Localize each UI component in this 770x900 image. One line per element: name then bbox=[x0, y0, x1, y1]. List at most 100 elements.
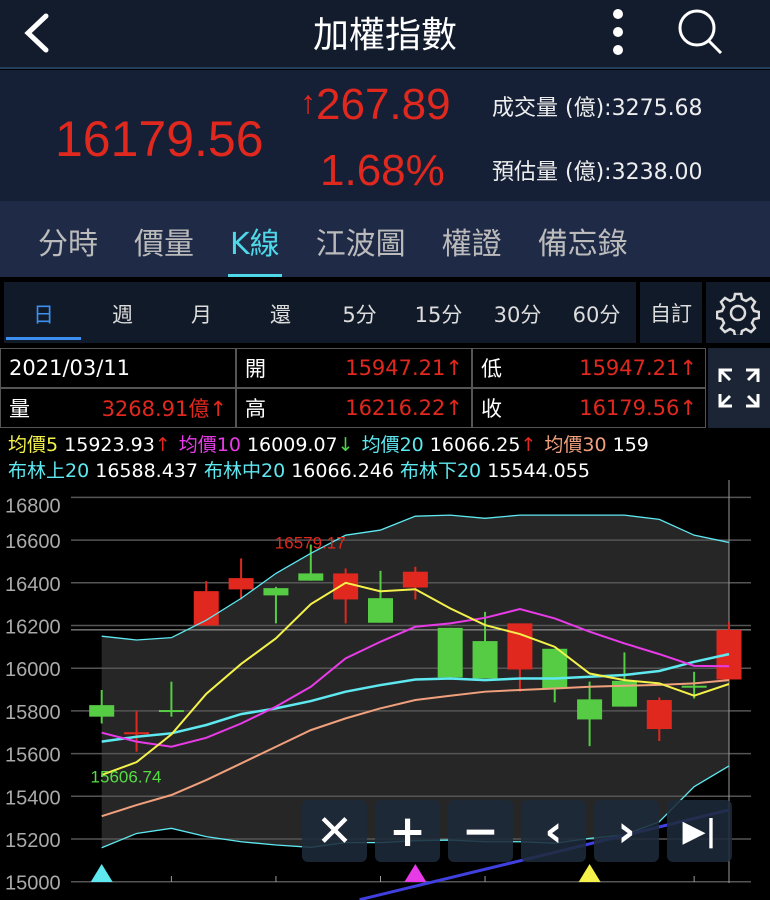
y-tick-label: 16200 bbox=[5, 617, 61, 639]
period-4[interactable]: 5分 bbox=[342, 303, 377, 327]
high-cell: 高 16216.22↑ bbox=[236, 388, 472, 428]
period-2[interactable]: 月 bbox=[191, 303, 212, 327]
skip-to-end-button[interactable]: ▶| bbox=[667, 800, 732, 862]
low-cell: 低 15947.21↑ bbox=[472, 348, 706, 388]
kebab-menu-icon[interactable] bbox=[606, 6, 630, 58]
skip-to-end-icon: ▶| bbox=[682, 813, 717, 849]
boll-label: 布林上20 bbox=[8, 460, 90, 482]
ma30-line bbox=[101, 679, 730, 818]
tab-3[interactable]: 江波圖 bbox=[315, 227, 406, 262]
ma10-line bbox=[101, 608, 730, 748]
max-price-label: 16579.17 bbox=[275, 534, 346, 553]
candle-body bbox=[577, 699, 603, 720]
y-tick-label: 16800 bbox=[5, 495, 61, 517]
tab-5[interactable]: 備忘錄 bbox=[537, 227, 628, 262]
candle-body bbox=[402, 571, 428, 588]
boll-legend-item: 布林中20 16066.246 bbox=[204, 460, 394, 482]
high-value: 16216.22↑ bbox=[345, 396, 463, 420]
moving-average-legend: 均價5 15923.93↑ 均價10 16009.07↓ 均價20 16066.25… bbox=[8, 434, 657, 456]
ma20-line bbox=[101, 652, 730, 743]
candle-body bbox=[437, 627, 463, 678]
change-value: 267.89 bbox=[316, 80, 451, 129]
close-button[interactable]: ✕ bbox=[302, 800, 367, 862]
candle-body bbox=[298, 573, 324, 581]
low-label: 低 bbox=[481, 357, 502, 381]
ma-value: 16066.25 bbox=[429, 434, 521, 456]
period-5[interactable]: 15分 bbox=[414, 303, 463, 327]
last-price: 16179.56 bbox=[55, 111, 264, 167]
search-icon[interactable] bbox=[676, 8, 726, 54]
y-tick-label: 15400 bbox=[5, 787, 61, 809]
candle-body bbox=[124, 732, 150, 735]
up-arrow-icon: ↑ bbox=[300, 84, 316, 120]
signal-marker-icon bbox=[578, 864, 601, 882]
y-tick-label: 15000 bbox=[5, 873, 61, 895]
custom-button[interactable]: 自訂 bbox=[640, 282, 702, 343]
chevron-right-button[interactable]: › bbox=[594, 800, 659, 862]
ohlc-info: 2021/03/11 開 15947.21↑ 低 15947.21↑ 量 3268.9… bbox=[0, 348, 706, 428]
ma-arrow: ↓ bbox=[337, 434, 354, 456]
chevron-left-button[interactable]: ‹ bbox=[521, 800, 586, 862]
volume-value: 3275.68 bbox=[611, 96, 703, 121]
boll-label: 布林下20 bbox=[399, 460, 482, 482]
zoom-in-button[interactable]: + bbox=[375, 800, 440, 862]
expand-icon bbox=[718, 368, 760, 408]
period-6[interactable]: 30分 bbox=[493, 303, 542, 327]
ma-label: 均價10 bbox=[178, 434, 241, 456]
y-tick-label: 15600 bbox=[5, 745, 61, 767]
settings-button[interactable] bbox=[706, 282, 770, 343]
close-icon: ✕ bbox=[316, 805, 353, 857]
boll-value: 16588.437 bbox=[95, 460, 198, 482]
tab-4[interactable]: 權證 bbox=[441, 227, 502, 262]
candle-body bbox=[333, 573, 359, 600]
period-3[interactable]: 還 bbox=[270, 303, 291, 327]
quote-panel: 16179.56 ↑267.89 1.68% 成交量 (億):3275.68 預… bbox=[0, 70, 770, 201]
date-cell: 2021/03/11 bbox=[0, 348, 236, 388]
tab-2[interactable]: K線 bbox=[212, 201, 298, 277]
boll-value: 16066.246 bbox=[291, 460, 394, 482]
close-cell: 收 16179.56↑ bbox=[472, 388, 706, 428]
vol-label: 量 bbox=[9, 397, 30, 421]
percent-change: 1.68% bbox=[320, 146, 445, 195]
back-chevron-icon[interactable] bbox=[22, 12, 52, 54]
open-value: 15947.21↑ bbox=[345, 356, 463, 380]
zoom-in-icon: + bbox=[389, 805, 426, 857]
est-value: 3238.00 bbox=[611, 160, 703, 185]
vol-value: 3268.91億↑ bbox=[101, 397, 227, 421]
candle-body bbox=[646, 700, 672, 730]
bollinger-upper-line bbox=[101, 514, 730, 641]
y-tick-label: 16000 bbox=[5, 659, 61, 681]
candle-body bbox=[681, 685, 707, 688]
y-tick-label: 16600 bbox=[5, 531, 61, 553]
top-bar: 加權指數 bbox=[0, 0, 770, 69]
gear-icon bbox=[716, 292, 760, 335]
period-7[interactable]: 60分 bbox=[572, 303, 621, 327]
volume: 成交量 (億):3275.68 bbox=[492, 90, 703, 122]
tab-0[interactable]: 分時 bbox=[38, 227, 98, 262]
high-label: 高 bbox=[245, 397, 266, 421]
candlestick-chart[interactable]: 15000 15200 15400 15600 15800 16000 16200 16400… bbox=[0, 480, 770, 900]
signal-marker-icon bbox=[90, 864, 113, 882]
candle-body bbox=[158, 710, 184, 713]
ma-arrow: ↑ bbox=[520, 434, 537, 456]
ma-legend-item: 均價30 159 bbox=[544, 434, 649, 456]
candle-body bbox=[263, 588, 289, 596]
boll-value: 15544.055 bbox=[487, 460, 590, 482]
candle-body bbox=[228, 578, 254, 590]
candle-body bbox=[368, 598, 393, 623]
chart-tabs: 分時 價量 K線 江波圖 權證 備忘錄 bbox=[0, 201, 770, 277]
tab-1[interactable]: 價量 bbox=[134, 227, 194, 262]
period-1[interactable]: 週 bbox=[112, 303, 133, 327]
close-label: 收 bbox=[481, 397, 502, 421]
ma-value: 159 bbox=[612, 434, 649, 456]
ma-label: 均價30 bbox=[544, 434, 607, 456]
close-value: 16179.56↑ bbox=[579, 396, 697, 420]
zoom-out-button[interactable]: − bbox=[448, 800, 513, 862]
ma-legend-item: 均價5 15923.93↑ bbox=[8, 434, 171, 456]
candle-body bbox=[472, 641, 498, 679]
open-cell: 開 15947.21↑ bbox=[236, 348, 472, 388]
volume-label: 成交量 (億): bbox=[492, 96, 612, 121]
boll-label: 布林中20 bbox=[203, 460, 286, 482]
fullscreen-button[interactable] bbox=[708, 348, 770, 428]
period-0[interactable]: 日 bbox=[4, 282, 83, 343]
